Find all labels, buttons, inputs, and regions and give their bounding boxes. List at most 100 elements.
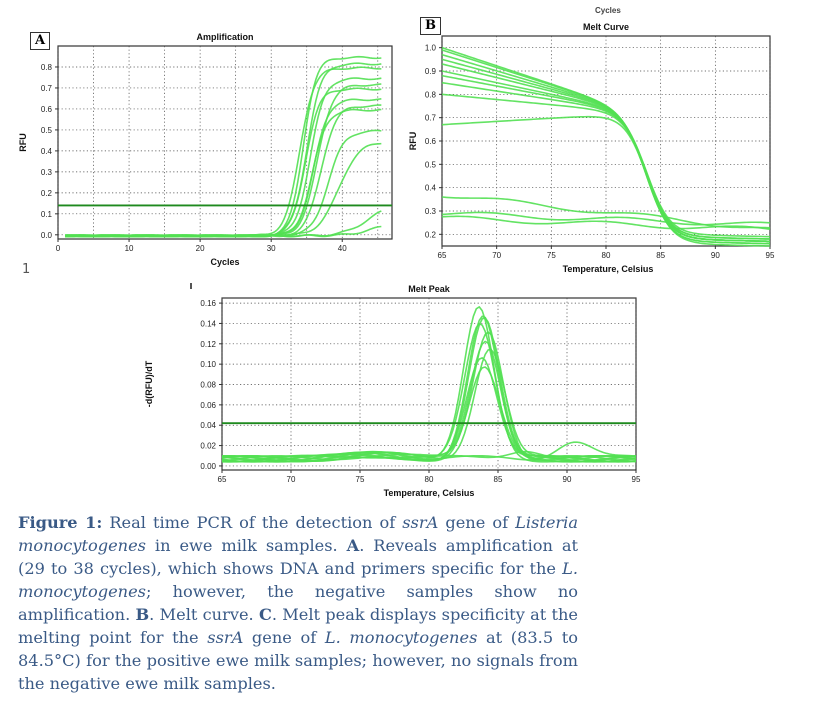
- x-tick-label: 85: [656, 251, 665, 260]
- stray-tick-mark: [190, 283, 192, 289]
- chart-title: Amplification: [196, 32, 253, 42]
- y-tick-label: 0.08: [200, 381, 216, 390]
- y-tick-label: 0.1: [41, 210, 53, 219]
- y-tick-label: 0.8: [41, 63, 53, 72]
- y-tick-label: 0.10: [200, 360, 216, 369]
- caption-text-8: gene of: [243, 628, 325, 647]
- caption-text-9: at (83.5 to 84.5°C) for the positive ewe…: [18, 628, 579, 693]
- series-line: [441, 70, 771, 238]
- melt-peak-plot: 65 70 75 80 85 90 95 0.00 0.02 0.04 0.06 0.08 0.10 0.…: [144, 284, 641, 498]
- y-tick-label: 0.8: [425, 90, 437, 99]
- caption-text-4: . Reveals amplification at (29 to 38 cyc…: [18, 536, 578, 578]
- plot-frame: [57, 45, 393, 240]
- panel-label-b: B: [420, 17, 441, 35]
- x-tick-label: 20: [196, 244, 205, 253]
- series-group: [441, 46, 771, 247]
- x-tick-label: 85: [494, 475, 503, 484]
- y-tick-label: 0.5: [425, 160, 437, 169]
- series-line: [221, 366, 637, 463]
- melt-peak-chart: 65 70 75 80 85 90 95 0.00 0.02 0.04 0.06 0.08 0.10 0.…: [140, 280, 650, 502]
- y-tick-label: 0.3: [425, 207, 437, 216]
- caption-gene-1: ssrA: [402, 513, 439, 532]
- series-line: [65, 225, 382, 238]
- y-tick-label: 1.0: [425, 44, 437, 53]
- x-tick-label: 10: [125, 244, 134, 253]
- chart-title: Melt Curve: [583, 22, 629, 32]
- caption-text-3: in ewe milk samples.: [145, 536, 347, 555]
- y-tick-label: 0.14: [200, 319, 216, 328]
- y-tick-label: 0.4: [425, 184, 437, 193]
- y-tick-label: 0.2: [425, 230, 437, 239]
- caption-figure-label: Figure 1:: [18, 513, 103, 532]
- x-tick-label: 90: [563, 475, 572, 484]
- y-axis-title: RFU: [408, 132, 418, 151]
- y-tick-label: 0.5: [41, 126, 53, 135]
- x-tick-label: 90: [711, 251, 720, 260]
- y-tick-label: 0.16: [200, 299, 216, 308]
- x-tick-label: 30: [267, 244, 276, 253]
- series-line: [441, 115, 771, 247]
- x-tick-label: 65: [438, 251, 447, 260]
- caption-text-6: . Melt curve.: [149, 605, 259, 624]
- chart-title: Melt Peak: [408, 284, 451, 294]
- series-group: [221, 306, 637, 463]
- caption-text-5: ; however, the negative samples show no …: [18, 582, 578, 624]
- y-tick-label: 0.00: [200, 462, 216, 471]
- panel-label-a: A: [30, 32, 51, 50]
- grid-lines: [221, 298, 637, 470]
- x-tick-label: 75: [547, 251, 556, 260]
- caption-species-1: Listeria monocytogenes: [18, 513, 578, 555]
- x-tick-label: 70: [492, 251, 501, 260]
- series-line: [221, 450, 637, 463]
- caption-label-c: C: [258, 605, 272, 624]
- cut-off-label: Cycles: [595, 6, 621, 15]
- series-line: [441, 215, 771, 231]
- caption-label-a: A: [346, 536, 360, 555]
- caption-species-3: L. monocytogenes: [324, 628, 478, 647]
- caption-text-7: . Melt peak displays specificity at the …: [18, 605, 578, 647]
- x-tick-label: 0: [56, 244, 61, 253]
- series-line: [221, 441, 637, 463]
- x-tick-label: 95: [766, 251, 775, 260]
- caption-label-b: B: [135, 605, 150, 624]
- x-tick-label: 80: [602, 251, 611, 260]
- y-tick-label: 0.12: [200, 340, 216, 349]
- melt-curve-plot: 65 70 75 80 85 90 95 0.2 0.3 0.4 0.5 0.6 0.7 0.8 0.9 1.…: [408, 22, 775, 274]
- caption-text-1: Real time PCR of the detection of: [102, 513, 403, 532]
- y-tick-label: 0.9: [425, 67, 437, 76]
- y-tick-label: 0.6: [41, 105, 53, 114]
- figure-caption: Figure 1: Real time PCR of the detection…: [18, 511, 578, 695]
- caption-text-2: gene of: [438, 513, 516, 532]
- x-tick-label: 65: [218, 475, 227, 484]
- melt-curve-chart: 65 70 75 80 85 90 95 0.2 0.3 0.4 0.5 0.6 0.7 0.8 0.9 1.…: [408, 18, 794, 274]
- x-tick-label: 75: [356, 475, 365, 484]
- y-tick-label: 0.7: [425, 114, 437, 123]
- x-tick-label: 70: [287, 475, 296, 484]
- x-tick-label: 95: [632, 475, 641, 484]
- series-line: [64, 142, 382, 238]
- x-tick-label: 80: [425, 475, 434, 484]
- stray-mark-text: 1: [22, 262, 31, 277]
- y-tick-label: 0.6: [425, 137, 437, 146]
- x-tick-label: 40: [338, 244, 347, 253]
- series-group: [64, 55, 382, 238]
- series-line: [441, 211, 771, 226]
- y-axis-title: RFU: [18, 133, 28, 152]
- y-axis-title: -d(RFU)/dT: [144, 360, 154, 407]
- x-axis-title: Cycles: [210, 257, 239, 267]
- y-tick-label: 0.02: [200, 442, 216, 451]
- x-axis-title: Temperature, Celsius: [563, 264, 654, 274]
- y-tick-label: 0.04: [200, 421, 216, 430]
- caption-species-2: L. monocytogenes: [18, 559, 578, 601]
- caption-gene-2: ssrA: [207, 628, 244, 647]
- y-tick-label: 0.4: [41, 147, 53, 156]
- x-axis-title: Temperature, Celsius: [384, 488, 475, 498]
- y-tick-label: 0.2: [41, 189, 53, 198]
- y-tick-label: 0.3: [41, 168, 53, 177]
- plot-frame: [221, 297, 637, 471]
- amplification-plot: 0 10 20 30 40 0.0 0.1 0.2 0.3 0.4 0.5 0.6 0.7 0.8 Ampl…: [18, 32, 393, 267]
- series-line: [441, 81, 771, 240]
- y-tick-label: 0.7: [41, 84, 53, 93]
- y-tick-label: 0.06: [200, 401, 216, 410]
- y-tick-label: 0.0: [41, 231, 53, 240]
